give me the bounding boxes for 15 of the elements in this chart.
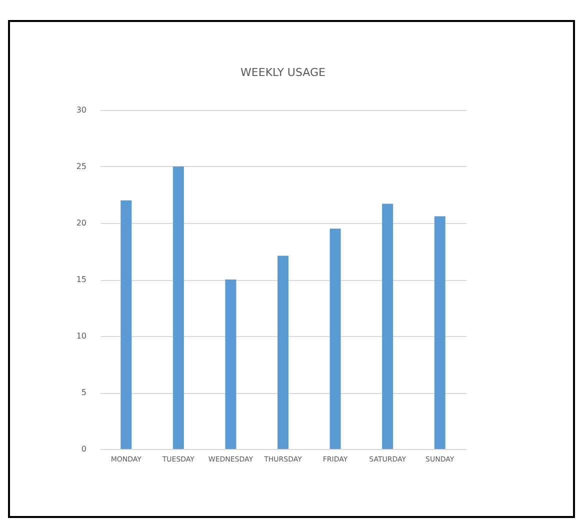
bar [278,256,288,449]
bar [382,204,394,449]
bar [120,200,132,449]
y-tick-label: 30 [76,106,86,114]
bar [172,166,184,449]
bar [330,228,341,449]
y-tick-label: 25 [76,162,86,171]
bar [434,216,446,449]
y-tick-label: 15 [76,275,86,284]
y-tick-label: 0 [81,444,86,454]
bar [225,280,236,449]
chart-title: WEEKLY USAGE [240,66,326,79]
y-tick-label: 20 [76,218,86,228]
y-tick-label: 10 [76,332,86,340]
y-tick-label: 5 [81,388,86,397]
